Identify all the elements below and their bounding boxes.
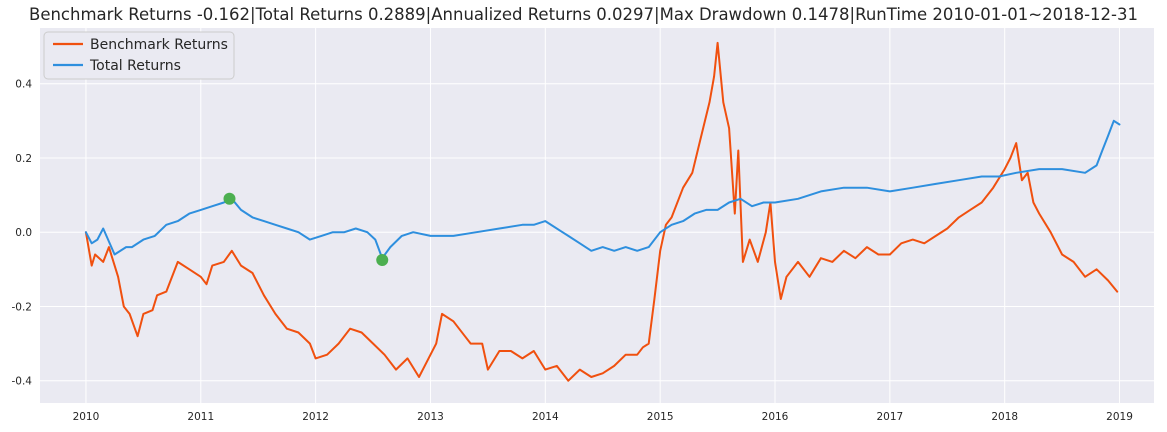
x-tick-label: 2017 [876,411,903,423]
legend-label-benchmark: Benchmark Returns [90,37,228,53]
series-line-benchmark-returns [84,41,1119,382]
x-tick-label: 2011 [187,411,214,423]
drawdown-markers [223,192,389,267]
x-tick-label: 2013 [417,411,444,423]
x-tick-label: 2016 [762,411,789,423]
y-tick-label: 0.2 [15,153,32,165]
x-tick-label: 2014 [532,411,559,423]
grid-lines [40,28,1154,403]
x-tick-label: 2012 [302,411,329,423]
legend-box [43,31,235,80]
max-drawdown-end-marker [376,254,389,267]
chart-title: Benchmark Returns -0.162|Total Returns 0… [29,5,1138,24]
series-line-total-returns [84,119,1121,260]
y-tick-label: -0.4 [12,376,33,388]
tick-labels: -0.4 -0.2 0.0 0.2 0.4 2010 2011 2012 2013 2014 201… [12,79,1133,423]
x-tick-label: 2018 [991,411,1018,423]
x-tick-label: 2015 [647,411,674,423]
legend: Benchmark Returns Total Returns [43,31,235,80]
max-drawdown-start-marker [223,192,236,205]
x-tick-label: 2019 [1106,411,1133,423]
legend-label-total: Total Returns [89,58,181,74]
x-tick-label: 2010 [73,411,100,423]
plot-background [40,28,1154,403]
series-lines [84,41,1121,382]
y-tick-label: 0.0 [15,227,32,239]
y-tick-label: -0.2 [12,301,33,313]
y-tick-label: 0.4 [15,79,32,91]
